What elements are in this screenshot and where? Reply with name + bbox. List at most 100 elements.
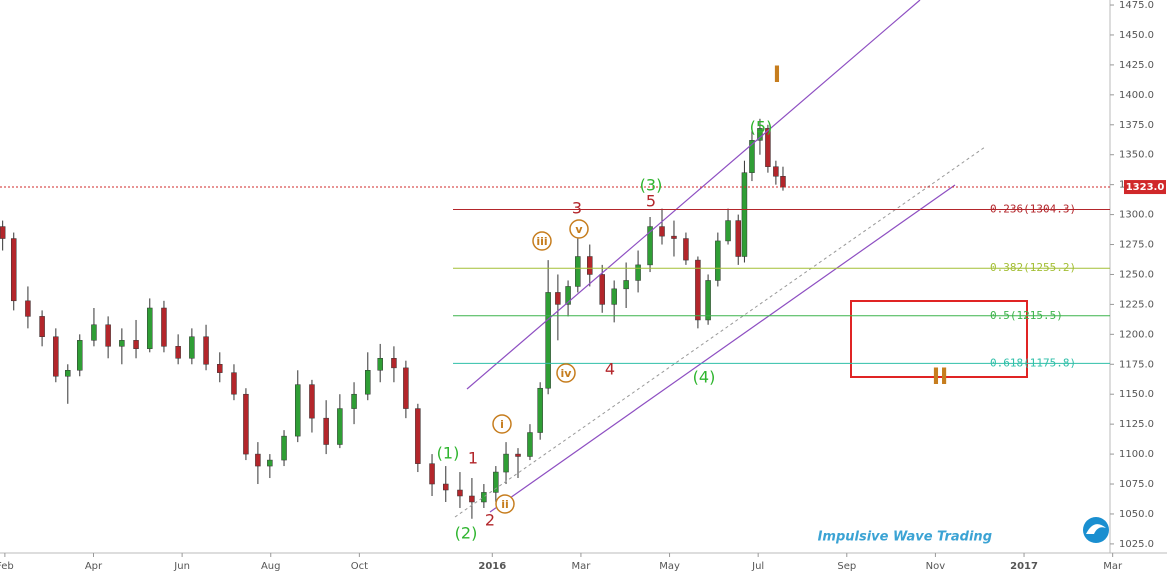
candle-body: [415, 408, 421, 464]
candle-body: [481, 492, 487, 503]
candle-body: [780, 176, 786, 188]
candle-body: [105, 324, 111, 347]
candle-body: [77, 340, 83, 371]
candle-body: [10, 238, 17, 302]
candle-body: [429, 463, 435, 485]
wave-circle: [495, 494, 515, 514]
candle-body: [611, 288, 617, 305]
y-tick-label: 1225.0: [1119, 299, 1154, 310]
wave-label: (5): [750, 118, 773, 137]
y-tick-label: 1300.0: [1119, 210, 1154, 221]
fib-label: 0.5(1215.5): [990, 309, 1063, 322]
candle-body: [493, 471, 499, 493]
candle-body: [337, 408, 343, 445]
x-tick-label: Jul: [751, 561, 764, 572]
candle-body: [749, 140, 755, 173]
wave-label: 4: [605, 360, 615, 379]
candle-body: [555, 292, 561, 305]
candle-body: [575, 256, 581, 287]
y-tick-label: 1425.0: [1119, 60, 1154, 71]
candle-body: [565, 286, 571, 305]
candle-body: [391, 358, 397, 369]
wave-label: (2): [455, 524, 478, 543]
y-tick-label: 1475.0: [1119, 0, 1154, 11]
x-tick-label: Oct: [351, 561, 368, 572]
x-tick-label: Mar: [571, 561, 591, 572]
x-tick-label: Apr: [85, 561, 103, 572]
y-tick-label: 1125.0: [1119, 419, 1154, 430]
wave-label: 5: [646, 192, 656, 211]
y-tick-label: 1150.0: [1119, 389, 1154, 400]
candle-body: [757, 128, 763, 141]
y-tick-label: 1350.0: [1119, 150, 1154, 161]
candle-body: [659, 226, 665, 237]
x-tick-label: May: [659, 561, 680, 572]
candle-body: [741, 172, 748, 257]
y-tick-label: 1025.0: [1119, 539, 1154, 550]
y-tick-label: 1100.0: [1119, 449, 1154, 460]
y-tick-label: 1175.0: [1119, 359, 1154, 370]
last-price-box: [1124, 180, 1166, 195]
y-tick-label: 1400.0: [1119, 90, 1154, 101]
candle-body: [255, 453, 261, 467]
candle-body: [623, 280, 629, 290]
wave-label: ii: [501, 498, 509, 511]
candle-body: [735, 220, 741, 257]
candle-body: [231, 372, 237, 395]
y-tick-label: 1075.0: [1119, 479, 1154, 490]
logo-wave: [1086, 524, 1106, 534]
candle-body: [203, 336, 209, 365]
wave-label: 1: [468, 449, 478, 468]
x-tick-label: Jun: [173, 561, 190, 572]
target-box: [850, 300, 1028, 378]
candle-body: [65, 370, 71, 377]
candle-body: [281, 435, 287, 461]
wave-label: (1): [437, 444, 460, 463]
y-tick-label: 1275.0: [1119, 240, 1154, 251]
candle-body: [773, 166, 779, 177]
candle-body: [647, 226, 653, 266]
candle-body: [705, 280, 711, 321]
wave-label: 3: [572, 199, 582, 218]
last-price-label: 1323.0: [1126, 182, 1165, 193]
wave-label: (3): [640, 176, 663, 195]
candle-body: [515, 453, 521, 457]
candle-body: [267, 459, 273, 467]
candle-body: [671, 235, 677, 239]
wave-label: iv: [561, 367, 573, 380]
y-tick-label: 1200.0: [1119, 329, 1154, 340]
candle-body: [309, 384, 315, 419]
x-tick-label: Mar: [1103, 561, 1123, 572]
candle-body: [537, 387, 543, 433]
candle-body: [587, 256, 593, 275]
x-tick-label: 2016: [478, 561, 506, 572]
y-tick-label: 1375.0: [1119, 120, 1154, 131]
candle-body: [527, 432, 533, 457]
wave-label: 2: [485, 511, 495, 530]
candle-body: [443, 483, 449, 491]
x-tick-label: Feb: [0, 561, 14, 572]
candle-body: [403, 367, 409, 409]
x-tick-label: 2017: [1010, 561, 1038, 572]
candle-body: [469, 495, 475, 503]
candle-body: [351, 393, 357, 409]
x-tick-label: Nov: [926, 561, 946, 572]
channel-upper: [466, 0, 921, 390]
candle-body: [243, 393, 249, 455]
watermark: Impulsive Wave Trading: [818, 530, 992, 545]
candle-body: [295, 384, 301, 437]
wave-label: II: [932, 365, 948, 390]
candle-body: [635, 264, 641, 281]
y-tick-label: 1250.0: [1119, 269, 1154, 280]
candle-body: [503, 453, 509, 473]
wave-label: i: [500, 418, 504, 431]
wave-circle: [569, 219, 589, 239]
fib-label: 0.382(1255.2): [990, 261, 1076, 274]
channel-lower: [489, 184, 956, 513]
candle-body: [39, 316, 45, 337]
candle-body: [545, 292, 551, 389]
candle-body: [377, 358, 383, 371]
fib-label: 0.236(1304.3): [990, 202, 1076, 215]
